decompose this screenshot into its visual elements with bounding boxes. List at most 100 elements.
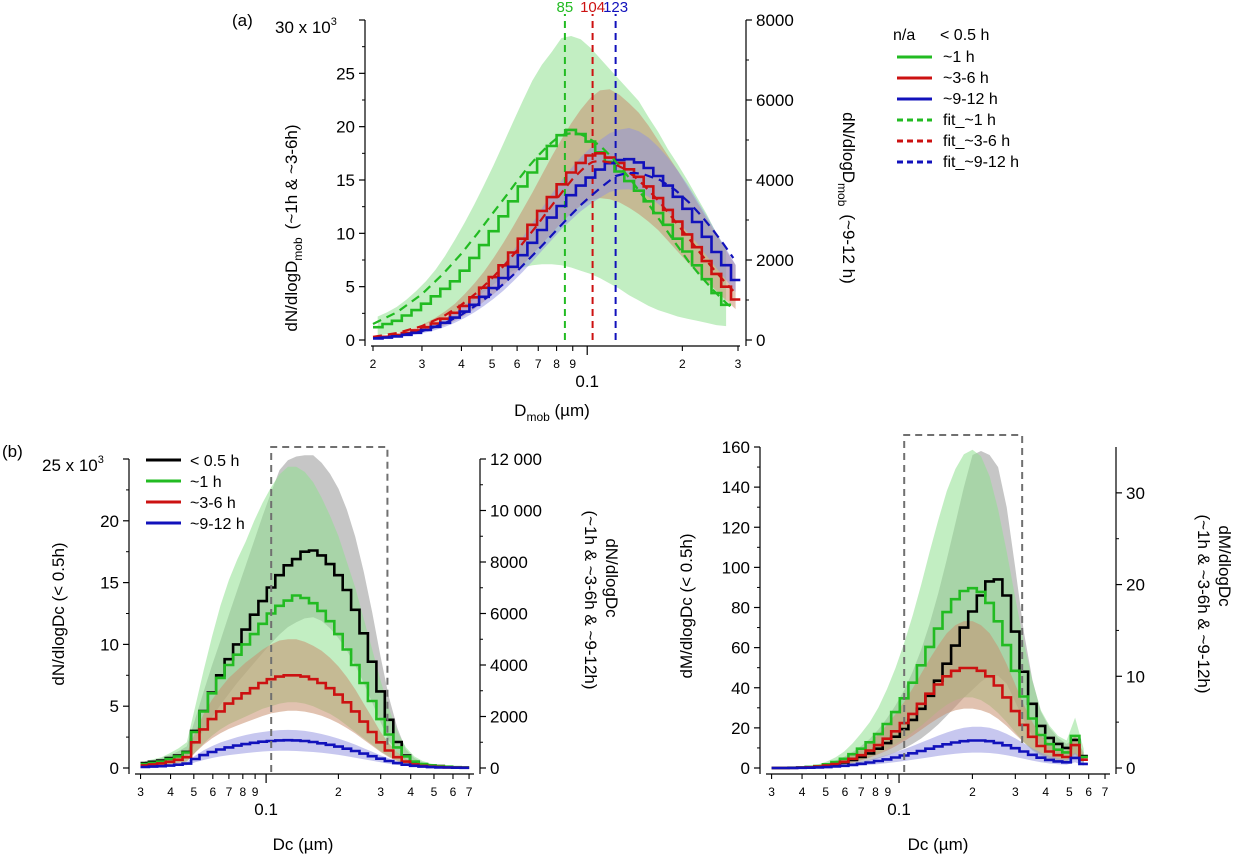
series-fit_~9-12 h <box>372 171 735 340</box>
panel-a-xlabel: Dmob (µm) <box>514 401 590 424</box>
panel-b2-ylabel-right: dM/dlogDc <box>1215 525 1234 607</box>
a-x-tick-label: 6 <box>514 357 521 371</box>
a-x-major-tick-label: 0.1 <box>575 372 599 391</box>
b1-y-tick-label-right: 10 000 <box>490 502 542 521</box>
panel-a-axes: 0 5 10 15 20 25 0 2000 4000 6000 8000 2 3 4 5 6 7 8 9 2 3 0.1 <box>336 11 794 391</box>
panel-b1-series <box>140 549 470 770</box>
a-y-tick-label-left: 25 <box>336 64 355 83</box>
b2-x-tick-label: 4 <box>1042 785 1049 799</box>
b2-y-tick-label-left: 60 <box>731 639 750 658</box>
b1-x-tick-label: 2 <box>335 785 342 799</box>
b1-y-tick-label-right: 0 <box>490 759 499 778</box>
band-~9-12 h <box>775 726 1084 768</box>
panel-b2-xlabel: Dc (µm) <box>908 835 969 854</box>
b2-x-major-tick-label: 0.1 <box>887 800 911 819</box>
series-~3-6 h <box>771 666 1088 770</box>
panel-b1-y-multiplier: 25 x 103 <box>42 454 104 475</box>
a-x-tick-label: 3 <box>419 357 426 371</box>
legend-a-title-left: n/a <box>893 27 915 44</box>
b1-y-tick-label-right: 6000 <box>490 605 528 624</box>
legend-a-label: fit_~1 h <box>943 112 996 129</box>
panel-b2-series <box>771 578 1088 770</box>
b2-y-tick-label-left: 160 <box>722 438 750 457</box>
series-~1 h <box>373 128 731 329</box>
legend-a-label: ~1 h <box>943 49 975 66</box>
legend-a-label: fit_~9-12 h <box>943 154 1019 171</box>
b1-y-tick-label-right: 8000 <box>490 553 528 572</box>
b1-y-tick-label-right: 4000 <box>490 656 528 675</box>
a-y-tick-label-left: 10 <box>336 224 355 243</box>
legend-b1-label: < 0.5 h <box>190 453 239 470</box>
panel-a-y-multiplier: 30 x 103 <box>275 16 337 37</box>
legend-a-label: ~3-6 h <box>943 70 989 87</box>
series-~3-6 h <box>140 674 470 769</box>
b2-x-tick-label: 7 <box>858 785 865 799</box>
b2-y-tick-label-left: 0 <box>741 759 750 778</box>
b1-x-tick-label: 5 <box>190 785 197 799</box>
legend-b1-label: ~3-6 h <box>190 495 236 512</box>
a-x-tick-label: 2 <box>370 357 377 371</box>
b1-y-tick-label-left: 15 <box>100 574 119 593</box>
b1-x-tick-label: 4 <box>407 785 414 799</box>
panel-b1-ylabel-right: dN/dlogDc <box>602 538 621 618</box>
legend-a-label: fit_~3-6 h <box>943 133 1010 150</box>
panel-b1-ylabel-left: dN/dlogDc (< 0.5h) <box>49 542 68 685</box>
b1-x-major-tick-label: 0.1 <box>254 800 278 819</box>
panel-a-series <box>372 128 741 340</box>
legend-b1-label: ~1 h <box>190 474 222 491</box>
b2-x-tick-label: 9 <box>885 785 892 799</box>
highlight-box-outline <box>903 434 1024 772</box>
highlight-box-outline <box>270 446 389 772</box>
b2-x-tick-label: 2 <box>969 785 976 799</box>
series-~3-6 h <box>373 152 741 340</box>
a-x-tick-label: 3 <box>735 357 742 371</box>
a-y-tick-label-right: 4000 <box>756 171 794 190</box>
median-label-104: 104 <box>580 0 605 16</box>
b1-x-tick-label: 5 <box>431 785 438 799</box>
b1-x-tick-label: 7 <box>226 785 233 799</box>
b2-y-tick-label-left: 80 <box>731 599 750 618</box>
panel-b2-ylabel-left: dM/dlogDc (< 0.5h) <box>677 533 696 678</box>
series-~9-12 h <box>771 739 1088 770</box>
a-y-tick-label-right: 8000 <box>756 11 794 30</box>
b2-x-tick-label: 5 <box>822 785 829 799</box>
band-~3-6 h <box>144 639 465 768</box>
a-y-tick-label-left: 20 <box>336 118 355 137</box>
panel-b1: (b) 0 5 10 15 20 0 2000 4000 6000 8000 10 000 12 00… <box>2 442 621 854</box>
b2-x-tick-label: 7 <box>1102 785 1109 799</box>
b2-y-tick-label-left: 120 <box>722 518 750 537</box>
b2-y-tick-label-left: 100 <box>722 558 750 577</box>
band-~9-12 h <box>377 128 736 339</box>
panel-a-label: (a) <box>232 11 253 30</box>
panel-a-ylabel-left: dN/dlogDmob(~1h & ~3-6h) <box>282 124 305 331</box>
b2-x-tick-label: 6 <box>1085 785 1092 799</box>
legend-b1-label: ~9-12 h <box>190 516 245 533</box>
a-x-tick-label: 7 <box>535 357 542 371</box>
b2-y-tick-label-right: 20 <box>1126 576 1145 595</box>
panel-b2-ylabel-right-note: (~1h & ~3-6h & ~9-12h) <box>1194 514 1213 693</box>
b1-x-tick-label: 8 <box>239 785 246 799</box>
median-label-123: 123 <box>603 0 628 16</box>
b1-x-tick-label: 6 <box>209 785 216 799</box>
a-x-tick-label: 9 <box>569 357 576 371</box>
panel-b1-legend: < 0.5 h ~1 h ~3-6 h ~9-12 h <box>146 453 245 533</box>
median-label-85: 85 <box>557 0 574 16</box>
b2-x-tick-label: 5 <box>1066 785 1073 799</box>
a-y-tick-label-left: 15 <box>336 171 355 190</box>
a-y-tick-label-right: 2000 <box>756 251 794 270</box>
panel-b2-highlight-box <box>903 434 1024 772</box>
panel-a-legend: n/a < 0.5 h ~1 h ~3-6 h ~9-12 h fit_~1 h fit… <box>893 27 1019 171</box>
a-x-tick-label: 2 <box>679 357 686 371</box>
b1-x-tick-label: 4 <box>167 785 174 799</box>
b1-x-tick-label: 9 <box>252 785 259 799</box>
a-x-tick-label: 4 <box>458 357 465 371</box>
legend-a-label: ~9-12 h <box>943 91 998 108</box>
b2-x-tick-label: 3 <box>768 785 775 799</box>
a-x-tick-label: 5 <box>489 357 496 371</box>
panel-a-ylabel-right: dN/dlogDmob(~9-12 h) <box>835 112 858 284</box>
b1-x-tick-label: 3 <box>377 785 384 799</box>
b1-y-tick-label-left: 0 <box>110 759 119 778</box>
